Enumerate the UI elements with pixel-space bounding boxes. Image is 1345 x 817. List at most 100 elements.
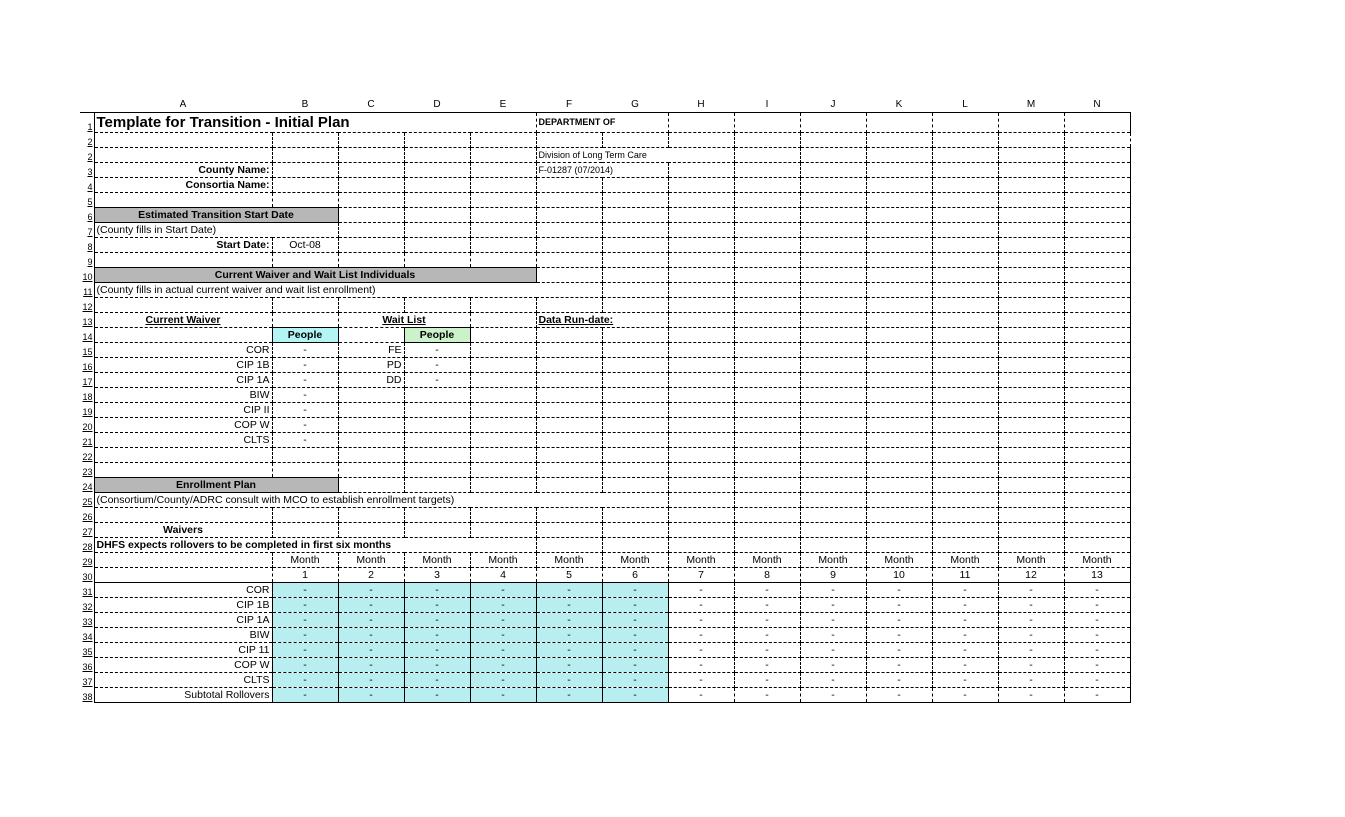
plan-val-35-13[interactable]: - xyxy=(1064,642,1130,657)
cell-J16[interactable] xyxy=(800,357,866,372)
cell-L15[interactable] xyxy=(932,342,998,357)
cell-G18[interactable] xyxy=(602,387,668,402)
cell-F10[interactable] xyxy=(536,267,602,282)
plan-val-35-4[interactable]: - xyxy=(470,642,536,657)
row-header-33[interactable]: 33 xyxy=(80,612,94,627)
cell-I7[interactable] xyxy=(734,222,800,237)
plan-val-33-13[interactable]: - xyxy=(1064,612,1130,627)
cell-F7[interactable] xyxy=(536,222,602,237)
cell-K2[interactable] xyxy=(866,147,932,162)
cell-I22[interactable] xyxy=(734,447,800,462)
plan-val-34-7[interactable]: - xyxy=(668,627,734,642)
cell-C26[interactable] xyxy=(338,507,404,522)
cell-H1[interactable] xyxy=(668,112,734,132)
waiver-val-15[interactable]: - xyxy=(272,342,338,357)
waiver-val-19[interactable]: - xyxy=(272,402,338,417)
cell-G28[interactable] xyxy=(602,537,668,552)
cell-L2[interactable] xyxy=(932,147,998,162)
plan-val-37-2[interactable]: - xyxy=(338,672,404,687)
cell-G11[interactable] xyxy=(602,282,668,297)
cell-I6[interactable] xyxy=(734,207,800,222)
cell-L22[interactable] xyxy=(932,447,998,462)
cell-N19[interactable] xyxy=(1064,402,1130,417)
row-header-23[interactable]: 23 xyxy=(80,462,94,477)
cell-L28[interactable] xyxy=(932,537,998,552)
col-header-H[interactable]: H xyxy=(668,98,734,112)
cell-C2[interactable] xyxy=(338,147,404,162)
cell-H21[interactable] xyxy=(668,432,734,447)
cell-D20[interactable] xyxy=(404,417,470,432)
row-header-6[interactable]: 6 xyxy=(80,207,94,222)
cell-C20[interactable] xyxy=(338,417,404,432)
cell-D24[interactable] xyxy=(404,477,470,492)
cell-K7[interactable] xyxy=(866,222,932,237)
cell-E4[interactable] xyxy=(470,177,536,192)
plan-val-31-1[interactable]: - xyxy=(272,582,338,597)
cell-G15[interactable] xyxy=(602,342,668,357)
col-header-L[interactable]: L xyxy=(932,98,998,112)
cell-G4[interactable] xyxy=(602,177,668,192)
cell-K15[interactable] xyxy=(866,342,932,357)
cell-E9[interactable] xyxy=(470,252,536,267)
cell-H14[interactable] xyxy=(668,327,734,342)
cell-N20[interactable] xyxy=(1064,417,1130,432)
cell-H17[interactable] xyxy=(668,372,734,387)
cell-I19[interactable] xyxy=(734,402,800,417)
col-header-I[interactable]: I xyxy=(734,98,800,112)
cell-F6[interactable] xyxy=(536,207,602,222)
cell-E18[interactable] xyxy=(470,387,536,402)
plan-val-32-8[interactable]: - xyxy=(734,597,800,612)
cell-H4[interactable] xyxy=(668,177,734,192)
cell-E21[interactable] xyxy=(470,432,536,447)
row-header-19[interactable]: 19 xyxy=(80,402,94,417)
cell-K23[interactable] xyxy=(866,462,932,477)
cell-M15[interactable] xyxy=(998,342,1064,357)
cell-K3[interactable] xyxy=(866,162,932,177)
cell-E5[interactable] xyxy=(470,192,536,207)
col-header-C[interactable]: C xyxy=(338,98,404,112)
cell-K17[interactable] xyxy=(866,372,932,387)
plan-val-31-2[interactable]: - xyxy=(338,582,404,597)
plan-val-37-8[interactable]: - xyxy=(734,672,800,687)
plan-val-31-13[interactable]: - xyxy=(1064,582,1130,597)
cell-M5[interactable] xyxy=(998,192,1064,207)
cell-K14[interactable] xyxy=(866,327,932,342)
cell-I13[interactable] xyxy=(734,312,800,327)
cell-J2[interactable] xyxy=(800,147,866,162)
plan-val-33-5[interactable]: - xyxy=(536,612,602,627)
cell-D9[interactable] xyxy=(404,252,470,267)
cell-K4[interactable] xyxy=(866,177,932,192)
cell-M6[interactable] xyxy=(998,207,1064,222)
plan-val-36-9[interactable]: - xyxy=(800,657,866,672)
cell-N22[interactable] xyxy=(1064,447,1130,462)
cell-J2[interactable] xyxy=(800,132,866,147)
cell-H22[interactable] xyxy=(668,447,734,462)
cell-B23[interactable] xyxy=(272,462,338,477)
cell-M23[interactable] xyxy=(998,462,1064,477)
cell-A30[interactable] xyxy=(94,567,272,582)
plan-val-31-11[interactable]: - xyxy=(932,582,998,597)
cell-D12[interactable] xyxy=(404,297,470,312)
cell-D2[interactable] xyxy=(404,132,470,147)
cell-B12[interactable] xyxy=(272,297,338,312)
plan-val-35-9[interactable]: - xyxy=(800,642,866,657)
row-header-12[interactable]: 12 xyxy=(80,297,94,312)
plan-val-33-9[interactable]: - xyxy=(800,612,866,627)
cell-J1[interactable] xyxy=(800,112,866,132)
col-header-K[interactable]: K xyxy=(866,98,932,112)
plan-val-32-10[interactable]: - xyxy=(866,597,932,612)
cell-E2[interactable] xyxy=(470,147,536,162)
cell-F2[interactable] xyxy=(536,132,602,147)
cell-D23[interactable] xyxy=(404,462,470,477)
cell-M4[interactable] xyxy=(998,177,1064,192)
cell-C18[interactable] xyxy=(338,387,404,402)
plan-val-34-8[interactable]: - xyxy=(734,627,800,642)
cell-L23[interactable] xyxy=(932,462,998,477)
cell-N2[interactable] xyxy=(1064,132,1130,147)
cell-L19[interactable] xyxy=(932,402,998,417)
cell-N16[interactable] xyxy=(1064,357,1130,372)
plan-val-35-3[interactable]: - xyxy=(404,642,470,657)
cell-F18[interactable] xyxy=(536,387,602,402)
plan-val-37-13[interactable]: - xyxy=(1064,672,1130,687)
cell-N8[interactable] xyxy=(1064,237,1130,252)
